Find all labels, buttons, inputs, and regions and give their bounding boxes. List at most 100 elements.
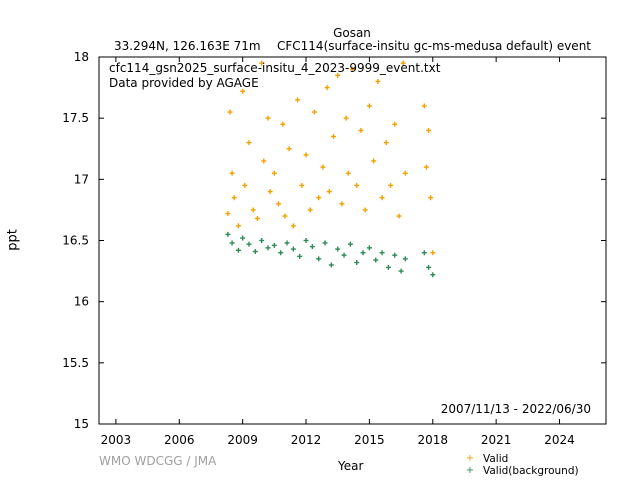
x-axis-label: Year: [338, 459, 364, 473]
annotation-period: 2007/11/13 - 2022/06/30: [440, 402, 591, 416]
x-tick-label: 2018: [418, 433, 449, 447]
x-tick-label: 2009: [227, 433, 258, 447]
data-point: [235, 223, 241, 229]
data-point: [261, 158, 267, 164]
data-point: [235, 247, 241, 253]
data-point: [423, 164, 429, 170]
data-point: [311, 109, 317, 115]
data-point: [392, 121, 398, 127]
legend-plus-icon-valid: +: [465, 453, 475, 464]
data-point: [229, 170, 235, 176]
data-point: [366, 103, 372, 109]
y-axis-label: ppt: [5, 229, 21, 251]
legend-plus-icon-background: +: [465, 465, 475, 476]
data-point: [330, 134, 336, 140]
data-point: [225, 231, 231, 237]
data-point: [326, 189, 332, 195]
data-point: [358, 127, 364, 133]
data-point: [265, 115, 271, 121]
y-tick-label: 15.5: [62, 356, 89, 370]
data-point: [309, 244, 315, 250]
data-point: [303, 238, 309, 243]
chart-site-title: Gosan: [333, 26, 371, 40]
data-point: [271, 170, 277, 176]
data-point: [303, 152, 309, 158]
data-point: [240, 88, 246, 94]
data-point: [252, 249, 258, 255]
data-point: [354, 260, 360, 266]
data-point: [265, 245, 271, 251]
data-point: [316, 256, 322, 262]
data-point: [385, 264, 391, 270]
data-point: [426, 264, 432, 270]
data-point: [400, 60, 406, 66]
data-point: [316, 195, 322, 201]
data-point: [227, 109, 233, 115]
data-point: [383, 140, 389, 146]
data-point: [360, 250, 366, 256]
data-point: [295, 97, 301, 103]
data-point: [371, 158, 377, 164]
plot-frame: [98, 56, 607, 425]
chart-location-title: 33.294N, 126.163E 71m: [114, 39, 261, 53]
data-point: [242, 182, 248, 188]
data-point: [345, 170, 351, 176]
data-point: [259, 238, 265, 243]
data-point: [240, 235, 246, 241]
data-point: [366, 245, 372, 251]
data-point: [379, 250, 385, 256]
data-point: [250, 207, 256, 213]
x-tick-label: 2003: [101, 433, 132, 447]
data-point: [246, 241, 252, 247]
y-tick-label: 17: [74, 172, 89, 186]
data-point: [225, 211, 231, 217]
data-point: [375, 78, 381, 84]
data-point: [299, 182, 305, 188]
x-tick-label: 2006: [164, 433, 195, 447]
y-tick-label: 16.5: [62, 234, 89, 248]
data-point: [428, 195, 434, 201]
annotation-provider: Data provided by AGAGE: [109, 76, 259, 90]
data-point: [343, 115, 349, 121]
data-point: [396, 213, 402, 219]
data-point: [290, 246, 296, 252]
data-point: [282, 213, 288, 219]
data-point: [388, 182, 394, 188]
data-point: [430, 250, 436, 256]
data-point: [354, 182, 360, 188]
data-point: [421, 250, 427, 256]
x-tick-label: 2021: [481, 433, 512, 447]
y-tick-label: 15: [74, 417, 89, 431]
data-point: [307, 207, 313, 213]
data-point: [284, 240, 290, 246]
data-point: [320, 164, 326, 170]
legend-label-background: Valid(background): [483, 465, 579, 477]
data-point: [398, 268, 404, 274]
x-tick-label: 2024: [544, 433, 575, 447]
data-point: [373, 257, 379, 263]
footer-credit: WMO WDCGG / JMA: [99, 454, 217, 468]
data-point: [335, 72, 341, 78]
data-point: [402, 170, 408, 176]
data-point: [231, 195, 237, 201]
data-point: [271, 242, 277, 248]
data-point: [335, 246, 341, 252]
data-point: [339, 201, 345, 207]
data-point: [421, 103, 427, 109]
data-point: [347, 241, 353, 247]
legend-item-background: + Valid(background): [465, 465, 579, 477]
x-tick-label: 2012: [291, 433, 322, 447]
data-point: [350, 66, 355, 72]
data-point: [402, 256, 408, 262]
chart-dataset-title: CFC114(surface-insitu gc-ms-medusa defau…: [277, 39, 592, 53]
data-point: [341, 252, 347, 258]
annotation-file: cfc114_gsn2025_surface-insitu_4_2023-999…: [109, 61, 441, 75]
series-background: [225, 231, 436, 278]
legend-item-valid: + Valid: [465, 453, 509, 465]
x-tick-label: 2015: [354, 433, 385, 447]
data-point: [254, 215, 260, 221]
series-valid: [225, 60, 436, 256]
data-point: [379, 195, 385, 201]
data-point: [290, 223, 296, 229]
